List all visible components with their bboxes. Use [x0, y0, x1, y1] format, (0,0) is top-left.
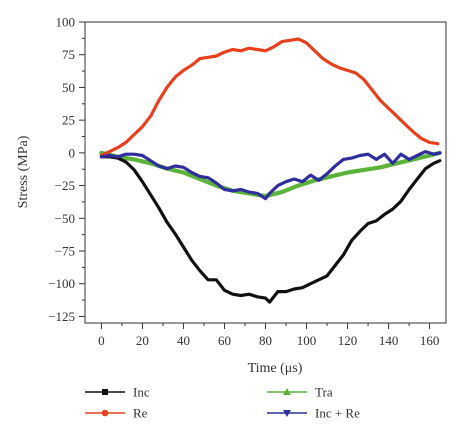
x-tick-label: 20	[136, 333, 149, 348]
legend-label: Re	[133, 406, 148, 421]
x-tick-label: 160	[420, 333, 440, 348]
y-tick-label: 75	[62, 47, 75, 62]
x-tick-label: 60	[218, 333, 231, 348]
plot-frame	[84, 21, 447, 324]
x-tick-label: 100	[297, 333, 317, 348]
legend-item: Inc + Re	[267, 406, 360, 421]
square-marker-icon	[102, 389, 108, 395]
x-axis-title: Time (μs)	[248, 361, 303, 376]
triangle-down-marker-icon	[283, 410, 291, 417]
y-tick-label: 50	[62, 80, 75, 95]
series-line-re	[99, 37, 440, 158]
y-tick-label: 25	[62, 113, 75, 128]
legend-item: Tra	[267, 385, 333, 400]
y-tick-label: 0	[69, 145, 76, 160]
y-tick-label: −50	[55, 211, 75, 226]
series-line-inc	[99, 155, 442, 304]
y-tick-label: 100	[56, 15, 76, 30]
legend: Inc Re Tra Inc + Re	[85, 385, 360, 421]
y-tick-label: −25	[55, 178, 75, 193]
circle-marker-icon	[101, 409, 109, 417]
x-tick-label: 40	[177, 333, 190, 348]
legend-item: Re	[85, 406, 148, 421]
axes: 0 20 40 60 80 100 120 140 160 100 75 50 25 0 −25 −50 −75…	[48, 15, 447, 348]
legend-label: Inc + Re	[315, 406, 360, 421]
x-tick-label: 140	[379, 333, 399, 348]
y-tick-label: −75	[55, 244, 75, 259]
x-tick-label: 80	[259, 333, 272, 348]
plot-area	[99, 37, 442, 304]
triangle-marker-icon	[283, 388, 291, 395]
series-line-inc-re	[99, 150, 442, 201]
y-tick-label: −100	[48, 276, 75, 291]
legend-label: Inc	[133, 385, 150, 400]
x-tick-label: 0	[98, 333, 105, 348]
legend-label: Tra	[315, 385, 333, 400]
y-tick-label: −125	[48, 309, 75, 324]
x-tick-label: 120	[338, 333, 358, 348]
legend-item: Inc	[85, 385, 150, 400]
y-axis-title: Stress (MPa)	[16, 135, 31, 208]
